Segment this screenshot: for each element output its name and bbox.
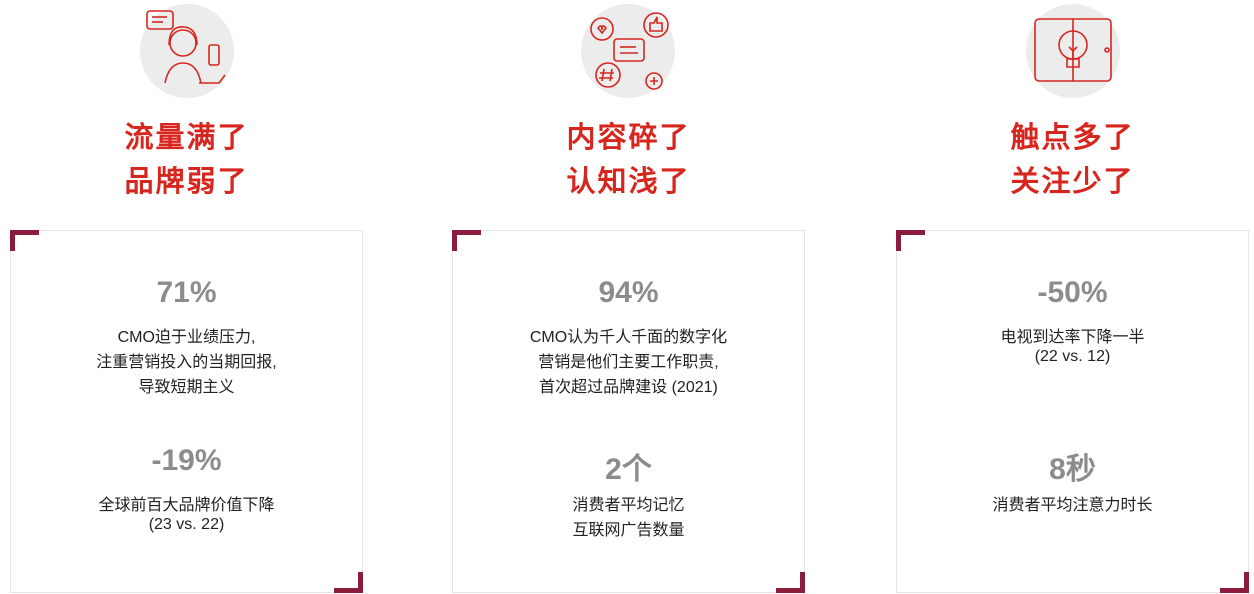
stat-card: 71% CMO迫于业绩压力, 注重营销投入的当期回报, 导致短期主义 -19% 全球前百大… xyxy=(10,230,363,593)
column-title: 流量满了 xyxy=(124,122,249,154)
stat-text: (23 vs. 22) xyxy=(148,516,225,533)
stat-text: 导致短期主义 xyxy=(138,379,235,396)
corner xyxy=(1220,572,1249,593)
column-title: 认知浅了 xyxy=(566,166,691,198)
corner xyxy=(10,230,39,251)
stat-text: (22 vs. 12) xyxy=(1034,348,1111,365)
column-title: 内容碎了 xyxy=(566,122,691,154)
column-title: 品牌弱了 xyxy=(124,166,249,198)
stat-card: 94% CMO认为千人千面的数字化 营销是他们主要工作职责, 首次超过品牌建设 (20… xyxy=(452,230,805,593)
stat-text: 注重营销投入的当期回报, xyxy=(96,354,277,371)
stat-value: 71% xyxy=(156,276,217,309)
stat-text: 营销是他们主要工作职责, xyxy=(538,354,719,371)
icon-social xyxy=(581,4,675,98)
stat-value: 8秒 xyxy=(1049,453,1096,486)
stat-text: CMO认为千人千面的数字化 xyxy=(529,329,728,346)
stat-value: -19% xyxy=(151,444,222,477)
icon-person xyxy=(140,4,234,98)
stat-text: 电视到达率下降一半 xyxy=(1000,329,1145,346)
stat-card: -50% 电视到达率下降一半 (22 vs. 12) 8秒消费者平均注意力时长 xyxy=(896,230,1249,593)
stat-text: CMO迫于业绩压力, xyxy=(117,329,256,346)
icon-idea xyxy=(1026,4,1120,98)
stat-text: 消费者平均记忆 xyxy=(572,497,685,514)
stat-text: 消费者平均注意力时长 xyxy=(992,497,1153,514)
stat-value: 2个 xyxy=(605,453,652,486)
stat-text: 首次超过品牌建设 (2021) xyxy=(539,379,718,396)
column-title: 关注少了 xyxy=(1010,166,1135,198)
corner xyxy=(452,230,481,251)
stat-text: 互联网广告数量 xyxy=(572,522,685,539)
stat-value: -50% xyxy=(1037,276,1108,309)
corner xyxy=(334,572,363,593)
stat-text: 全球前百大品牌价值下降 xyxy=(98,497,275,514)
corner xyxy=(776,572,805,593)
corner xyxy=(896,230,925,251)
column-title: 触点多了 xyxy=(1010,122,1135,154)
stat-value: 94% xyxy=(598,276,659,309)
